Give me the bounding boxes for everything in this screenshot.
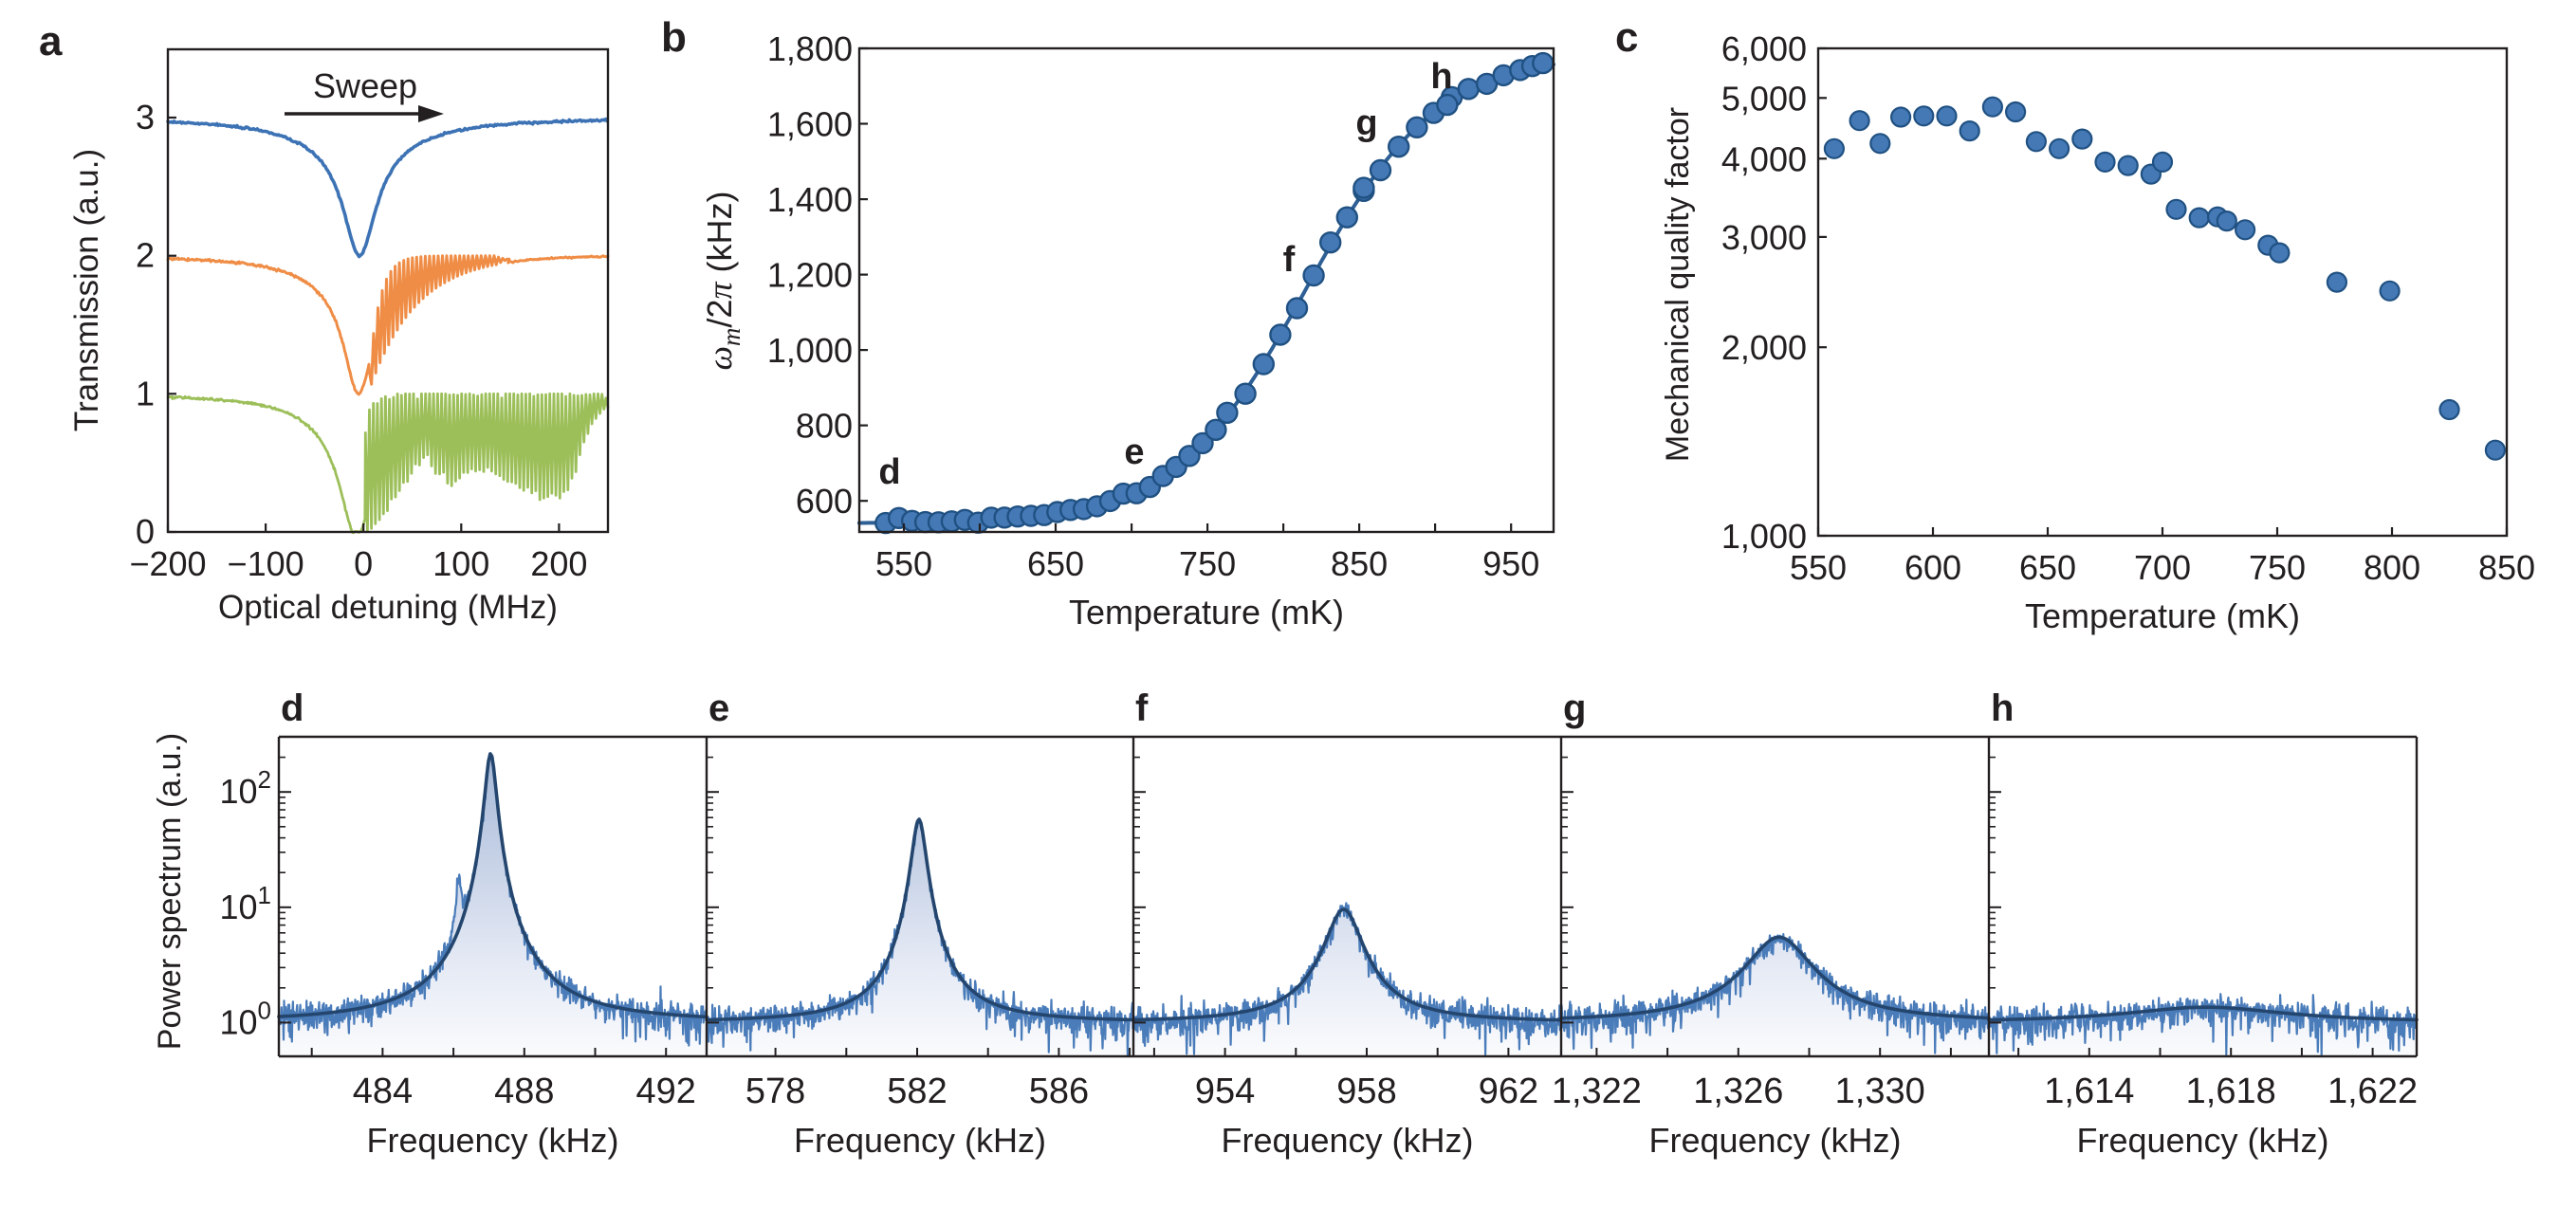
svg-text:Frequency (kHz): Frequency (kHz) <box>1221 1121 1473 1160</box>
svg-text:100: 100 <box>432 544 489 583</box>
svg-text:600: 600 <box>1904 548 1961 587</box>
svg-text:2,000: 2,000 <box>1721 328 1807 367</box>
svg-text:1,330: 1,330 <box>1835 1072 1925 1111</box>
svg-text:g: g <box>1563 687 1586 729</box>
svg-text:958: 958 <box>1336 1072 1396 1111</box>
svg-text:0: 0 <box>136 512 155 551</box>
svg-text:1,614: 1,614 <box>2044 1072 2134 1111</box>
svg-text:Frequency (kHz): Frequency (kHz) <box>1648 1121 1901 1160</box>
svg-text:c: c <box>1615 14 1638 61</box>
svg-text:1,622: 1,622 <box>2328 1072 2418 1111</box>
svg-text:492: 492 <box>635 1072 695 1111</box>
svg-text:0: 0 <box>354 544 373 583</box>
svg-text:578: 578 <box>745 1072 805 1111</box>
svg-text:800: 800 <box>2364 548 2420 587</box>
svg-text:4,000: 4,000 <box>1721 139 1807 178</box>
svg-text:ωm/2π (kHz): ωm/2π (kHz) <box>700 192 745 371</box>
svg-text:600: 600 <box>796 482 853 521</box>
svg-text:954: 954 <box>1195 1072 1255 1111</box>
svg-text:586: 586 <box>1029 1072 1089 1111</box>
svg-text:850: 850 <box>2478 548 2535 587</box>
svg-text:700: 700 <box>2134 548 2191 587</box>
svg-text:d: d <box>878 452 900 492</box>
svg-text:e: e <box>708 687 729 729</box>
svg-text:1,600: 1,600 <box>767 105 853 144</box>
svg-text:1,326: 1,326 <box>1693 1072 1783 1111</box>
svg-text:g: g <box>1355 103 1377 143</box>
svg-text:Mechanical quality factor: Mechanical quality factor <box>1660 107 1696 462</box>
svg-text:Sweep: Sweep <box>313 66 417 105</box>
svg-text:b: b <box>661 14 687 61</box>
svg-text:5,000: 5,000 <box>1721 79 1807 118</box>
svg-text:e: e <box>1124 432 1144 472</box>
svg-text:550: 550 <box>1790 548 1847 587</box>
svg-text:650: 650 <box>1027 544 1084 583</box>
svg-text:Frequency (kHz): Frequency (kHz) <box>2076 1121 2328 1160</box>
svg-text:Temperature (mK): Temperature (mK) <box>2025 596 2300 635</box>
svg-text:Frequency (kHz): Frequency (kHz) <box>366 1121 618 1160</box>
svg-text:1,000: 1,000 <box>767 331 853 370</box>
svg-text:950: 950 <box>1482 544 1539 583</box>
svg-text:f: f <box>1135 687 1149 729</box>
svg-text:962: 962 <box>1479 1072 1538 1111</box>
svg-text:484: 484 <box>353 1072 413 1111</box>
svg-text:1: 1 <box>136 374 155 412</box>
svg-text:h: h <box>1991 687 2014 729</box>
svg-text:200: 200 <box>530 544 587 583</box>
svg-text:h: h <box>1430 57 1452 97</box>
svg-text:750: 750 <box>2249 548 2306 587</box>
svg-text:1,322: 1,322 <box>1552 1072 1642 1111</box>
svg-text:Optical detuning (MHz): Optical detuning (MHz) <box>218 589 558 626</box>
svg-text:3: 3 <box>136 98 155 137</box>
svg-text:Temperature (mK): Temperature (mK) <box>1069 593 1344 632</box>
svg-text:1,800: 1,800 <box>767 29 853 68</box>
svg-text:550: 550 <box>875 544 932 583</box>
svg-text:Transmission (a.u.): Transmission (a.u.) <box>68 149 105 431</box>
svg-text:6,000: 6,000 <box>1721 29 1807 68</box>
svg-text:1,400: 1,400 <box>767 180 853 219</box>
svg-text:−100: −100 <box>228 544 304 583</box>
svg-text:1,000: 1,000 <box>1721 517 1807 556</box>
svg-text:Power spectrum (a.u.): Power spectrum (a.u.) <box>152 733 188 1050</box>
svg-text:1,200: 1,200 <box>767 256 853 295</box>
svg-text:2: 2 <box>136 236 155 275</box>
svg-text:750: 750 <box>1179 544 1236 583</box>
svg-text:−200: −200 <box>129 544 206 583</box>
svg-text:1,618: 1,618 <box>2186 1072 2276 1111</box>
svg-text:d: d <box>281 687 304 729</box>
svg-text:3,000: 3,000 <box>1721 218 1807 257</box>
svg-text:582: 582 <box>887 1072 947 1111</box>
svg-text:488: 488 <box>494 1072 554 1111</box>
svg-text:Frequency (kHz): Frequency (kHz) <box>794 1121 1046 1160</box>
svg-text:650: 650 <box>2019 548 2076 587</box>
svg-text:a: a <box>39 18 63 64</box>
svg-text:800: 800 <box>796 407 853 446</box>
svg-text:f: f <box>1283 240 1296 280</box>
svg-text:850: 850 <box>1331 544 1388 583</box>
